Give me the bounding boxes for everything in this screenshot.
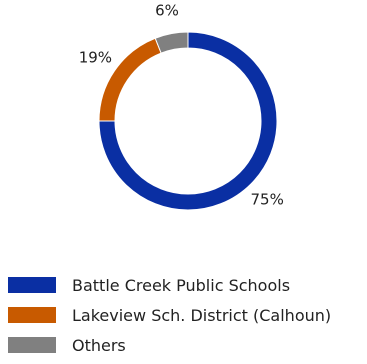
legend-swatch-others — [8, 337, 56, 353]
donut-slices — [98, 31, 278, 211]
donut-slice-others — [154, 31, 189, 54]
legend-label-lakeview: Lakeview Sch. District (Calhoun) — [72, 305, 332, 325]
legend-item-lakeview: Lakeview Sch. District (Calhoun) — [8, 304, 363, 326]
donut-slice-battle-creek — [98, 31, 278, 211]
slice-label-lakeview: 19% — [79, 49, 112, 67]
legend-swatch-lakeview — [8, 307, 56, 323]
slice-labels: 75% 19% 6% — [79, 1, 284, 208]
legend-item-battle-creek: Battle Creek Public Schools — [8, 274, 363, 296]
slice-label-others: 6% — [155, 1, 179, 19]
legend: Battle Creek Public Schools Lakeview Sch… — [8, 274, 363, 364]
legend-item-others: Others — [8, 334, 363, 356]
legend-label-others: Others — [72, 335, 126, 355]
legend-label-battle-creek: Battle Creek Public Schools — [72, 275, 291, 295]
legend-swatch-battle-creek — [8, 277, 56, 293]
slice-label-battle-creek: 75% — [251, 191, 284, 209]
